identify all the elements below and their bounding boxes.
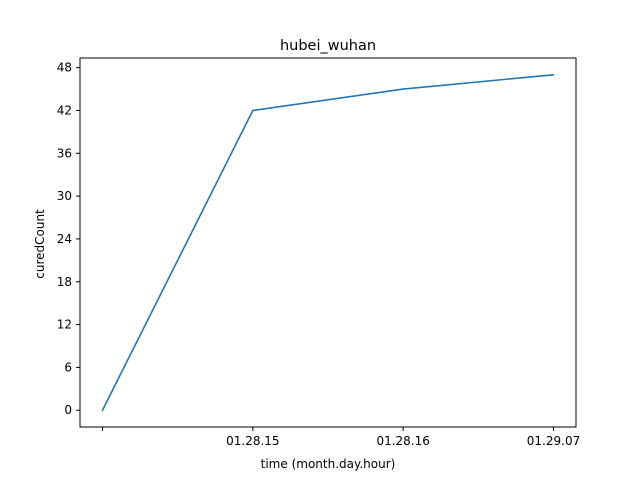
chart-title: hubei_wuhan [280,38,376,54]
y-tick-label: 36 [57,146,72,160]
y-tick-label: 0 [64,403,72,417]
y-tick-label: 48 [57,61,72,75]
plot-area [79,57,577,428]
y-tick-label: 18 [57,275,72,289]
y-axis: 0 6 12 18 24 30 36 42 48 [57,61,80,417]
y-axis-label: curedCount [33,209,47,279]
y-tick-label: 12 [57,318,72,332]
x-tick-label: 01.29.07 [527,434,580,448]
series-line [101,73,555,412]
y-tick-label: 42 [57,103,72,117]
x-tick-label: 01.28.16 [376,434,429,448]
x-axis: 01.28.15 01.28.16 01.29.07 [102,427,580,448]
x-axis-label: time (month.day.hour) [261,457,396,471]
y-tick-label: 30 [57,189,72,203]
y-tick-label: 6 [64,360,72,374]
plot-frame [79,57,577,428]
y-tick-label: 24 [57,232,72,246]
x-tick-label: 01.28.15 [226,434,279,448]
series-layer [101,73,555,412]
